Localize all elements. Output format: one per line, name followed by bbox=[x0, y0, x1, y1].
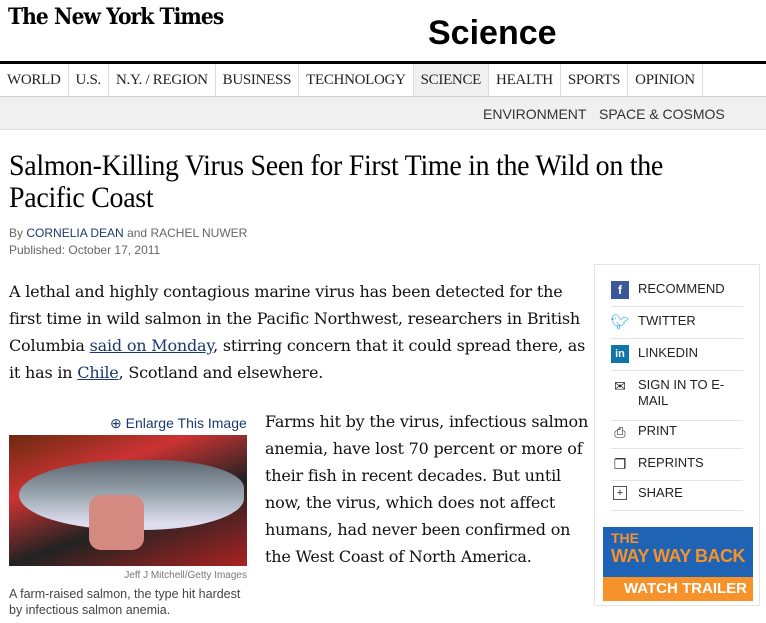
tool-label: RECOMMEND bbox=[638, 281, 725, 296]
watch-trailer-button[interactable]: WATCH TRAILER bbox=[603, 577, 753, 601]
paragraph-1: A lethal and highly contagious marine vi… bbox=[9, 278, 589, 386]
section-title: Science bbox=[428, 14, 557, 52]
author-name: RACHEL NUWER bbox=[150, 226, 248, 240]
enlarge-image-link[interactable]: ⊕ Enlarge This Image bbox=[110, 415, 247, 432]
tool-label: LINKEDIN bbox=[638, 345, 698, 360]
reprints-icon: ❐ bbox=[613, 455, 627, 472]
byline: By CORNELIA DEAN and RACHEL NUWER bbox=[9, 226, 247, 240]
nav-us[interactable]: U.S. bbox=[69, 64, 109, 96]
subnav-space-cosmos[interactable]: SPACE & COSMOS bbox=[599, 106, 725, 122]
chile-link[interactable]: Chile bbox=[77, 363, 119, 382]
facebook-icon: f bbox=[611, 281, 629, 299]
sub-nav: ENVIRONMENT SPACE & COSMOS bbox=[0, 97, 766, 130]
print-icon: ⎙ bbox=[614, 423, 626, 440]
photo-credit: Jeff J Mitchell/Getty Images bbox=[124, 570, 247, 581]
advertisement[interactable]: THE WAY WAY BACK WATCH TRAILER bbox=[603, 527, 753, 601]
twitter-icon: 🐦︎ bbox=[610, 314, 630, 331]
paragraph-2: Farms hit by the virus, infectious salmo… bbox=[265, 412, 589, 566]
email-button[interactable]: ✉ SIGN IN TO E-MAIL bbox=[611, 377, 743, 421]
tool-label: REPRINTS bbox=[638, 455, 704, 470]
nav-health[interactable]: HEALTH bbox=[489, 64, 561, 96]
nav-opinion[interactable]: OPINION bbox=[628, 64, 703, 96]
recommend-button[interactable]: f RECOMMEND bbox=[611, 281, 743, 307]
nav-world[interactable]: WORLD bbox=[0, 64, 69, 96]
linkedin-icon: in bbox=[611, 345, 629, 363]
nav-science[interactable]: SCIENCE bbox=[413, 64, 490, 96]
twitter-button[interactable]: 🐦︎ TWITTER bbox=[610, 313, 743, 339]
tool-label: PRINT bbox=[638, 423, 677, 438]
magnifier-icon: ⊕ bbox=[110, 415, 122, 431]
main-nav: WORLD U.S. N.Y. / REGION BUSINESS TECHNO… bbox=[0, 64, 766, 97]
nav-business[interactable]: BUSINESS bbox=[216, 64, 300, 96]
tool-label: SIGN IN TO E-MAIL bbox=[638, 377, 725, 408]
hand-image bbox=[89, 495, 144, 550]
text: , Scotland and elsewhere. bbox=[118, 363, 324, 382]
text: , stirring concern that it could spread … bbox=[9, 336, 586, 382]
reprints-button[interactable]: ❐ REPRINTS bbox=[611, 455, 743, 481]
nav-ny-region[interactable]: N.Y. / REGION bbox=[109, 64, 216, 96]
text: A lethal and highly contagious marine vi… bbox=[9, 282, 581, 355]
tool-label: SHARE bbox=[638, 485, 683, 500]
nyt-logo[interactable]: The New York Times bbox=[8, 4, 224, 30]
published-date: Published: October 17, 2011 bbox=[9, 243, 161, 257]
tool-label: TWITTER bbox=[638, 313, 696, 328]
author-link[interactable]: CORNELIA DEAN bbox=[26, 226, 124, 240]
photo-caption: A farm-raised salmon, the type hit harde… bbox=[9, 587, 241, 617]
article-tools: f RECOMMEND 🐦︎ TWITTER in LINKEDIN ✉ SIGN IN… bbox=[594, 264, 760, 606]
article-photo[interactable] bbox=[9, 435, 247, 566]
headline: Salmon-Killing Virus Seen for First Time… bbox=[9, 149, 663, 214]
said-on-monday-link[interactable]: said on Monday bbox=[89, 336, 214, 355]
subnav-environment[interactable]: ENVIRONMENT bbox=[483, 106, 587, 122]
print-button[interactable]: ⎙ PRINT bbox=[611, 423, 743, 449]
nav-technology[interactable]: TECHNOLOGY bbox=[299, 64, 414, 96]
ad-text: THE bbox=[611, 530, 639, 546]
nav-sports[interactable]: SPORTS bbox=[561, 64, 629, 96]
divider bbox=[0, 61, 766, 64]
linkedin-button[interactable]: in LINKEDIN bbox=[611, 345, 743, 371]
ad-title: WAY WAY BACK bbox=[611, 546, 746, 566]
share-button[interactable]: + SHARE bbox=[611, 485, 743, 511]
and-label: and bbox=[127, 226, 148, 240]
email-icon: ✉ bbox=[614, 377, 626, 394]
by-label: By bbox=[9, 226, 24, 240]
enlarge-label: Enlarge This Image bbox=[125, 415, 247, 431]
share-icon: + bbox=[613, 486, 627, 500]
